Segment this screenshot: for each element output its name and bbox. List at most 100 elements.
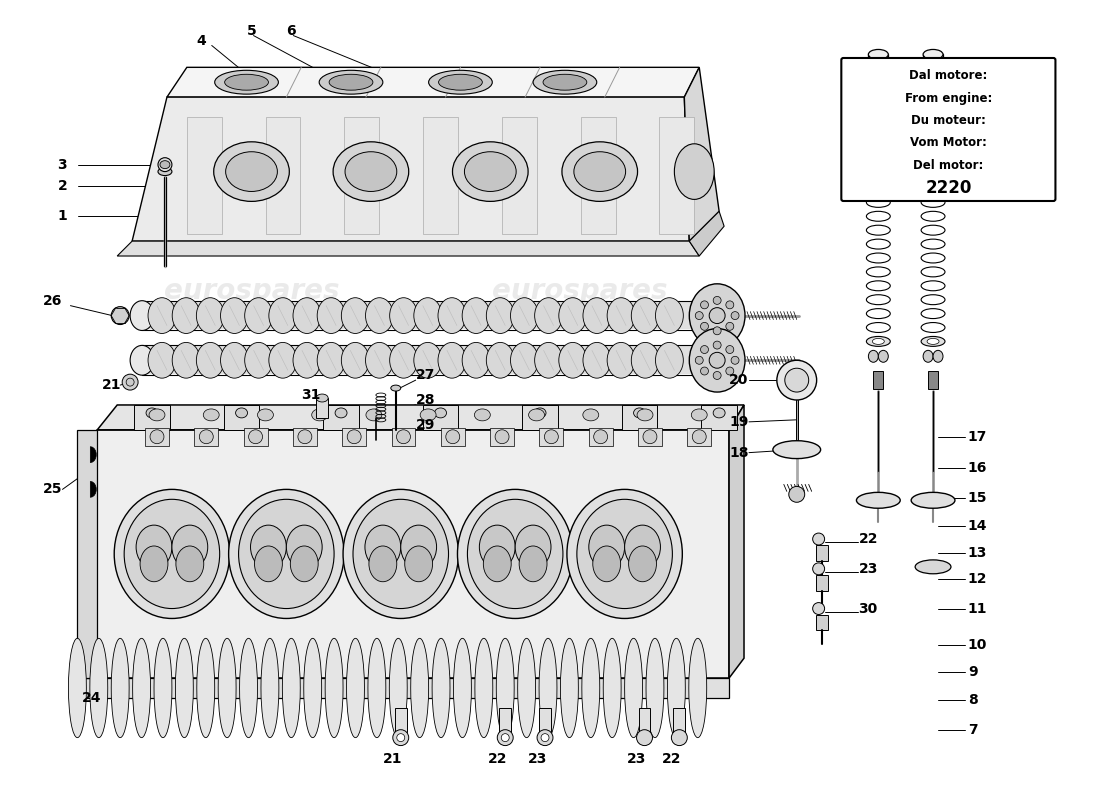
Circle shape [713,371,722,379]
Bar [293,428,317,446]
Ellipse shape [304,638,321,738]
Polygon shape [132,97,690,241]
Circle shape [126,378,134,386]
Circle shape [713,297,722,304]
Ellipse shape [329,74,373,90]
Ellipse shape [365,298,394,334]
Text: 6: 6 [286,23,296,38]
Ellipse shape [173,342,200,378]
Ellipse shape [594,430,607,444]
Ellipse shape [857,492,900,508]
Text: 29: 29 [416,418,436,432]
Ellipse shape [576,499,672,609]
Text: 2: 2 [57,179,67,194]
Ellipse shape [872,338,884,344]
Circle shape [726,346,734,354]
Bar [581,117,616,234]
Text: 15: 15 [968,490,988,505]
Bar [659,117,694,234]
Ellipse shape [583,298,610,334]
Ellipse shape [923,50,943,59]
Ellipse shape [560,638,579,738]
Ellipse shape [646,638,664,738]
Bar [342,428,366,446]
Ellipse shape [199,430,213,444]
Ellipse shape [268,342,297,378]
Ellipse shape [414,342,442,378]
Ellipse shape [172,525,208,569]
Ellipse shape [773,441,821,458]
Polygon shape [97,430,729,678]
Bar [638,428,662,446]
Text: 27: 27 [416,368,436,382]
Ellipse shape [390,385,400,391]
Ellipse shape [644,430,657,444]
Text: From engine:: From engine: [904,91,992,105]
Bar [923,54,943,82]
Text: 12: 12 [968,572,988,586]
Ellipse shape [603,638,622,738]
Circle shape [158,158,172,171]
Ellipse shape [365,342,394,378]
Ellipse shape [486,298,514,334]
Ellipse shape [691,409,707,421]
Circle shape [671,730,688,746]
Text: 24: 24 [82,691,102,705]
Bar [243,428,267,446]
Text: eurospares: eurospares [492,277,668,305]
Circle shape [502,734,509,742]
Ellipse shape [124,499,220,609]
Polygon shape [90,446,96,462]
Ellipse shape [496,638,514,738]
Ellipse shape [631,342,659,378]
Ellipse shape [410,638,429,738]
Ellipse shape [293,342,321,378]
Bar [145,428,169,446]
Text: 21: 21 [383,753,403,766]
Bar [316,398,328,418]
Ellipse shape [690,284,745,347]
Bar [539,708,551,732]
Ellipse shape [90,638,108,738]
Ellipse shape [921,337,945,346]
Ellipse shape [486,342,514,378]
Ellipse shape [480,525,515,569]
Ellipse shape [535,298,562,334]
Bar [539,428,563,446]
Ellipse shape [257,409,274,421]
Text: 22: 22 [661,753,681,766]
Circle shape [726,367,734,375]
Ellipse shape [389,342,418,378]
Ellipse shape [518,638,536,738]
Ellipse shape [582,638,600,738]
Ellipse shape [574,152,626,191]
Ellipse shape [631,298,659,334]
Circle shape [397,734,405,742]
Ellipse shape [173,298,200,334]
Ellipse shape [286,525,322,569]
Bar [441,428,464,446]
Bar [187,117,222,234]
Bar [392,428,416,446]
Circle shape [122,374,139,390]
Bar [588,428,613,446]
Text: 22: 22 [487,753,507,766]
Bar [868,54,889,82]
Ellipse shape [368,546,397,582]
Ellipse shape [160,161,169,169]
Bar [873,371,883,389]
Ellipse shape [925,92,940,112]
Circle shape [695,356,703,364]
Ellipse shape [923,350,933,362]
Ellipse shape [213,142,289,202]
Text: 30: 30 [858,602,878,615]
Ellipse shape [434,408,447,418]
Ellipse shape [343,490,459,618]
Ellipse shape [607,298,635,334]
Ellipse shape [878,350,889,362]
Text: Du moteur:: Du moteur: [911,114,986,127]
Ellipse shape [668,638,685,738]
Ellipse shape [130,301,154,330]
Ellipse shape [515,525,551,569]
Bar [491,428,514,446]
